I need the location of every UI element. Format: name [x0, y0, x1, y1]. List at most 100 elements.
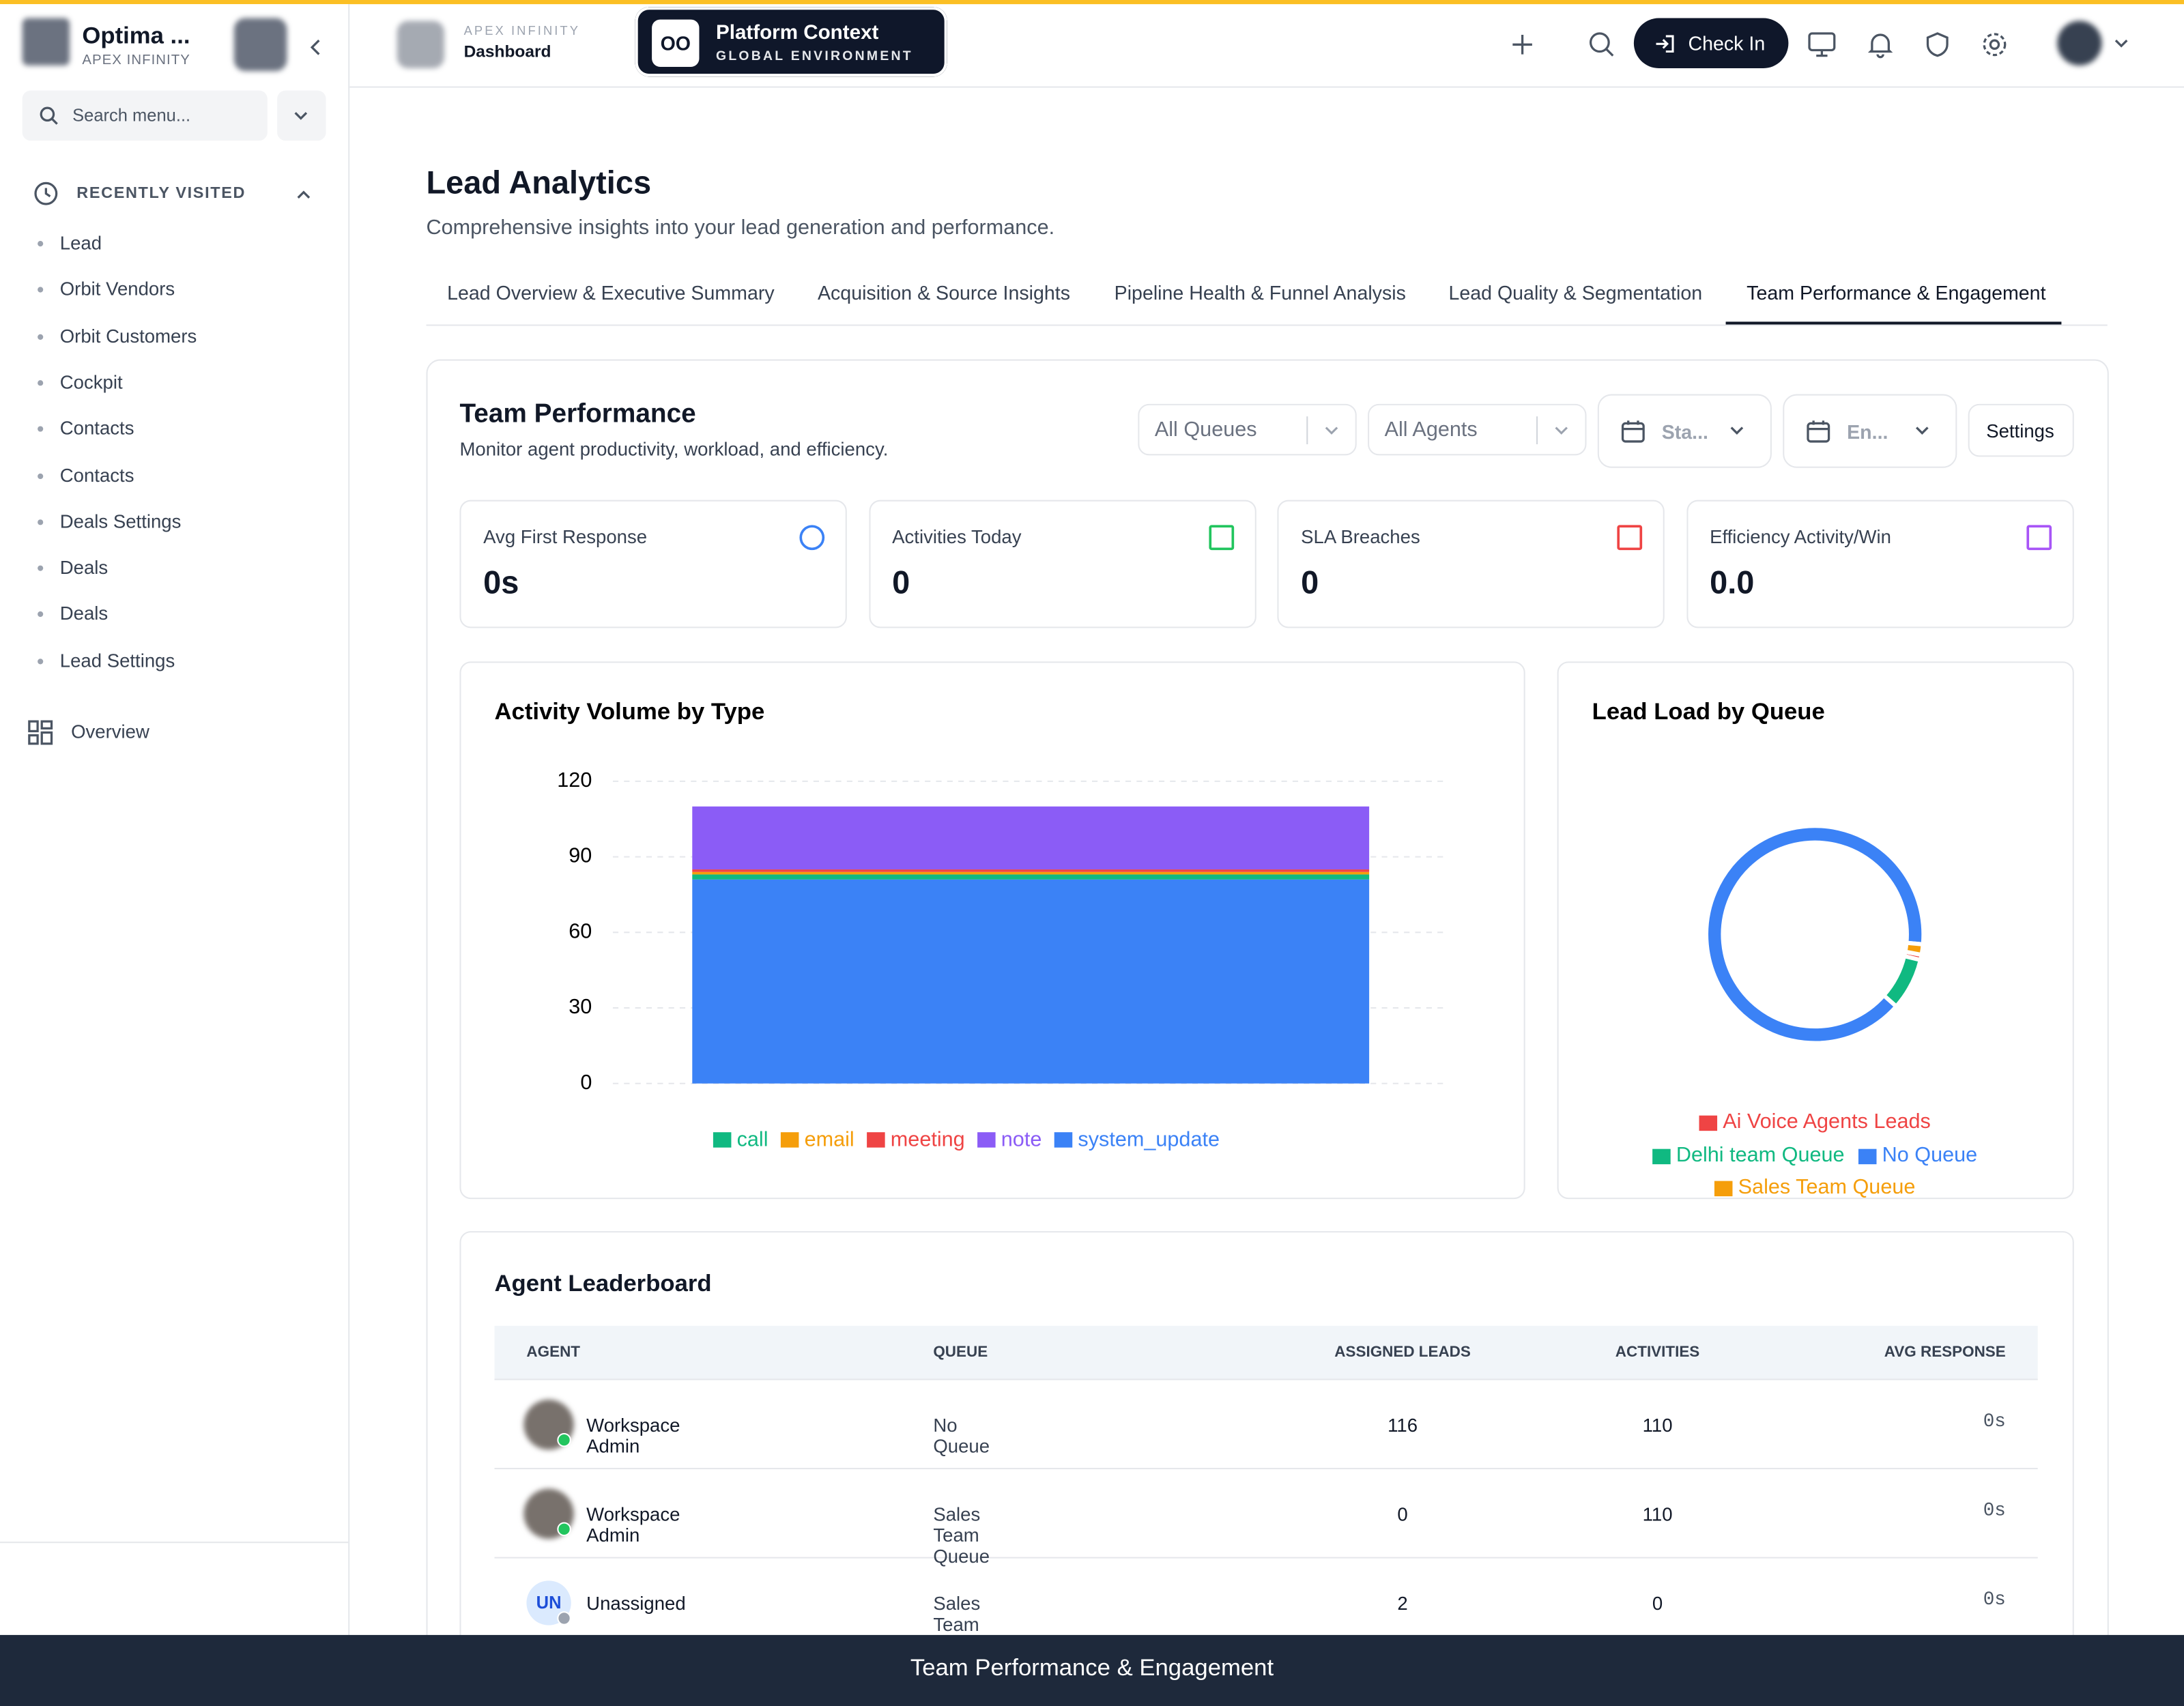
filter[interactable]: All Queues: [1138, 403, 1357, 456]
legend-label: Sales Team Queue: [1738, 1175, 1916, 1198]
monitor[interactable]: [1808, 31, 1836, 59]
bell[interactable]: [1867, 31, 1895, 59]
calendar: [1807, 420, 1830, 443]
queue: Sales Team Queue: [933, 1504, 990, 1567]
bar-segment: [692, 879, 1370, 1084]
calendar: [1621, 420, 1645, 443]
app-icon: [397, 20, 445, 68]
legend-swatch: [1652, 1148, 1671, 1165]
kpi-label: Efficiency Activity/Win: [1710, 526, 1892, 548]
agent: Workspace Admin: [586, 1415, 680, 1457]
bullet: [38, 519, 44, 525]
bar-segment: [692, 806, 1370, 870]
search-toggle[interactable]: [277, 90, 326, 141]
login-icon: [1656, 35, 1674, 53]
nav-item[interactable]: Contacts: [59, 464, 134, 486]
column-header: AGENT: [526, 1344, 580, 1361]
kpi-icon: [1208, 525, 1234, 551]
tab[interactable]: Team Performance & Engagement: [1747, 281, 2046, 304]
y-tick-label: 30: [569, 995, 592, 1018]
workspace-icon[interactable]: [233, 18, 287, 72]
top-bar: [0, 0, 2184, 5]
legend-swatch: [977, 1132, 996, 1148]
legend-swatch: [867, 1132, 885, 1148]
column-header: ASSIGNED LEADS: [1334, 1344, 1471, 1361]
y-tick-label: 90: [569, 844, 592, 867]
activities: 110: [1642, 1504, 1673, 1525]
legend-swatch: [1714, 1181, 1733, 1197]
legend-label: Ai Voice Agents Leads: [1723, 1110, 1931, 1133]
sep: [1306, 416, 1308, 445]
legend-label: No Queue: [1882, 1143, 1978, 1166]
chevron[interactable]: [2113, 35, 2129, 51]
nav-item[interactable]: Lead: [59, 232, 102, 254]
check-in[interactable]: Check In: [1633, 18, 1789, 68]
tab-line: [426, 324, 2108, 326]
tab[interactable]: Pipeline Health & Funnel Analysis: [1114, 281, 1406, 304]
kpi-card: Efficiency Activity/Win 0.0: [1686, 500, 2073, 628]
y-tick-label: 120: [557, 768, 592, 792]
kpi-card: Avg First Response 0s: [459, 500, 847, 628]
date-end[interactable]: En...: [1783, 394, 1957, 468]
bullet: [38, 379, 44, 386]
settings-label: Settings: [1986, 420, 2054, 442]
bullet: [38, 287, 44, 293]
tab[interactable]: Acquisition & Source Insights: [817, 281, 1071, 304]
divider: [0, 1542, 349, 1544]
bar-segment: [692, 871, 1370, 875]
context-title: Platform Context: [715, 22, 879, 45]
date-start[interactable]: Sta...: [1597, 394, 1772, 468]
agent: Workspace Admin: [586, 1504, 680, 1546]
legend-label: email: [805, 1128, 854, 1151]
nav-item[interactable]: Deals Settings: [59, 510, 182, 532]
shield[interactable]: [1923, 31, 1951, 59]
filter[interactable]: All Agents: [1368, 403, 1587, 456]
search-box[interactable]: Search menu...: [22, 90, 268, 141]
search[interactable]: [1588, 31, 1616, 59]
legend-swatch: [713, 1132, 732, 1148]
date-label: Sta...: [1661, 420, 1708, 443]
column-header: QUEUE: [933, 1344, 988, 1361]
tab[interactable]: Lead Quality & Segmentation: [1448, 281, 1703, 304]
y-tick-label: 60: [569, 919, 592, 942]
queue: No Queue: [933, 1415, 990, 1457]
filter-label: All Queues: [1154, 418, 1257, 442]
chevron[interactable]: [296, 186, 312, 203]
nav-item[interactable]: Deals: [59, 557, 109, 579]
response: 0s: [1983, 1501, 2006, 1522]
nav-item[interactable]: Contacts: [59, 418, 134, 439]
legend-swatch: [1858, 1148, 1877, 1165]
settings[interactable]: [1981, 31, 2009, 59]
kpi-value: 0s: [483, 564, 519, 601]
pie-slice: [1902, 940, 1926, 957]
tab[interactable]: Lead Overview & Executive Summary: [447, 281, 775, 304]
legend-swatch: [780, 1132, 799, 1148]
add[interactable]: [1510, 32, 1535, 57]
status-dot: [557, 1611, 571, 1625]
row-divider: [494, 1557, 2038, 1559]
sidebar: Optima ... APEX INFINITY Search menu... …: [0, 4, 350, 1706]
bullet: [38, 333, 44, 340]
nav-item[interactable]: Deals: [59, 603, 109, 625]
nav-item[interactable]: Lead Settings: [59, 650, 175, 671]
kpi-value: 0.0: [1710, 564, 1755, 601]
column-header: AVG RESPONSE: [1884, 1344, 2006, 1361]
row-divider: [494, 1468, 2038, 1470]
pie-card: [1557, 661, 2074, 1200]
chevron: [294, 112, 308, 120]
context-badge: OO: [652, 19, 700, 67]
nav-item[interactable]: Overview: [71, 721, 149, 742]
nav-item[interactable]: Orbit Vendors: [59, 278, 175, 300]
settings-button[interactable]: Settings: [1968, 403, 2074, 457]
legend-label: system_update: [1078, 1128, 1220, 1151]
legend-swatch: [1054, 1132, 1073, 1148]
nav-item[interactable]: Cockpit: [59, 371, 123, 393]
context-switcher[interactable]: OO Platform Context GLOBAL ENVIRONMENT: [635, 7, 947, 77]
user-avatar[interactable]: [2057, 20, 2102, 66]
leaderboard-title: Agent Leaderboard: [494, 1270, 712, 1297]
collapse[interactable]: [306, 38, 326, 57]
chevron: [1916, 426, 1929, 435]
nav-item[interactable]: Orbit Customers: [59, 325, 197, 347]
bullet: [38, 241, 44, 247]
